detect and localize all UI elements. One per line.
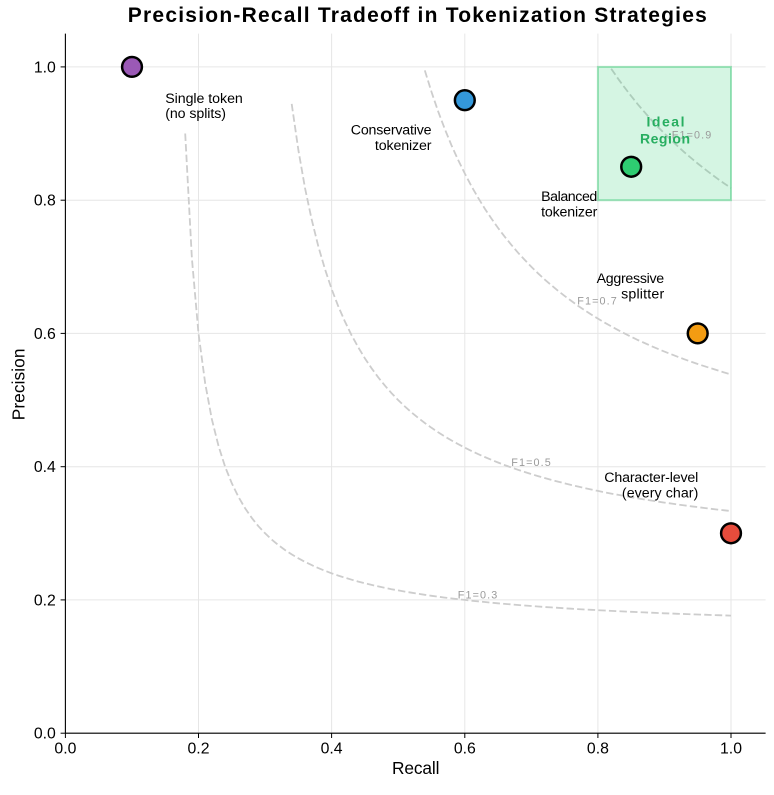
svg-text:0.6: 0.6 — [34, 326, 56, 343]
svg-text:F1=0.5: F1=0.5 — [511, 457, 551, 469]
svg-text:Recall: Recall — [392, 758, 440, 778]
svg-text:Balanced: Balanced — [541, 189, 597, 205]
svg-text:Precision-Recall Tradeoff in T: Precision-Recall Tradeoff in Tokenizatio… — [128, 4, 707, 27]
svg-text:F1=0.9: F1=0.9 — [672, 130, 712, 142]
svg-text:1.0: 1.0 — [720, 741, 742, 758]
svg-text:0.4: 0.4 — [34, 459, 56, 476]
svg-text:F1=0.3: F1=0.3 — [458, 590, 498, 602]
svg-text:splitter: splitter — [621, 286, 664, 302]
svg-text:0.0: 0.0 — [54, 741, 76, 758]
svg-text:Character-level: Character-level — [604, 470, 698, 486]
svg-text:0.0: 0.0 — [34, 726, 56, 743]
svg-text:Precision: Precision — [9, 349, 29, 421]
svg-text:0.8: 0.8 — [34, 193, 56, 210]
svg-text:0.6: 0.6 — [454, 741, 476, 758]
svg-text:tokenizer: tokenizer — [375, 138, 432, 154]
svg-text:Ideal: Ideal — [647, 114, 685, 130]
svg-text:0.4: 0.4 — [321, 741, 343, 758]
svg-text:F1=0.7: F1=0.7 — [577, 296, 617, 308]
svg-text:Aggressive: Aggressive — [597, 271, 665, 287]
svg-text:1.0: 1.0 — [34, 59, 56, 76]
svg-text:Region: Region — [640, 131, 690, 147]
svg-text:tokenizer: tokenizer — [541, 204, 597, 220]
svg-text:Conservative: Conservative — [351, 122, 432, 138]
svg-text:0.2: 0.2 — [34, 592, 56, 609]
svg-text:0.8: 0.8 — [587, 741, 609, 758]
svg-text:Single token: Single token — [165, 91, 243, 107]
svg-text:(every char): (every char) — [622, 486, 698, 502]
svg-text:0.2: 0.2 — [188, 741, 210, 758]
svg-text:(no splits): (no splits) — [165, 106, 226, 122]
